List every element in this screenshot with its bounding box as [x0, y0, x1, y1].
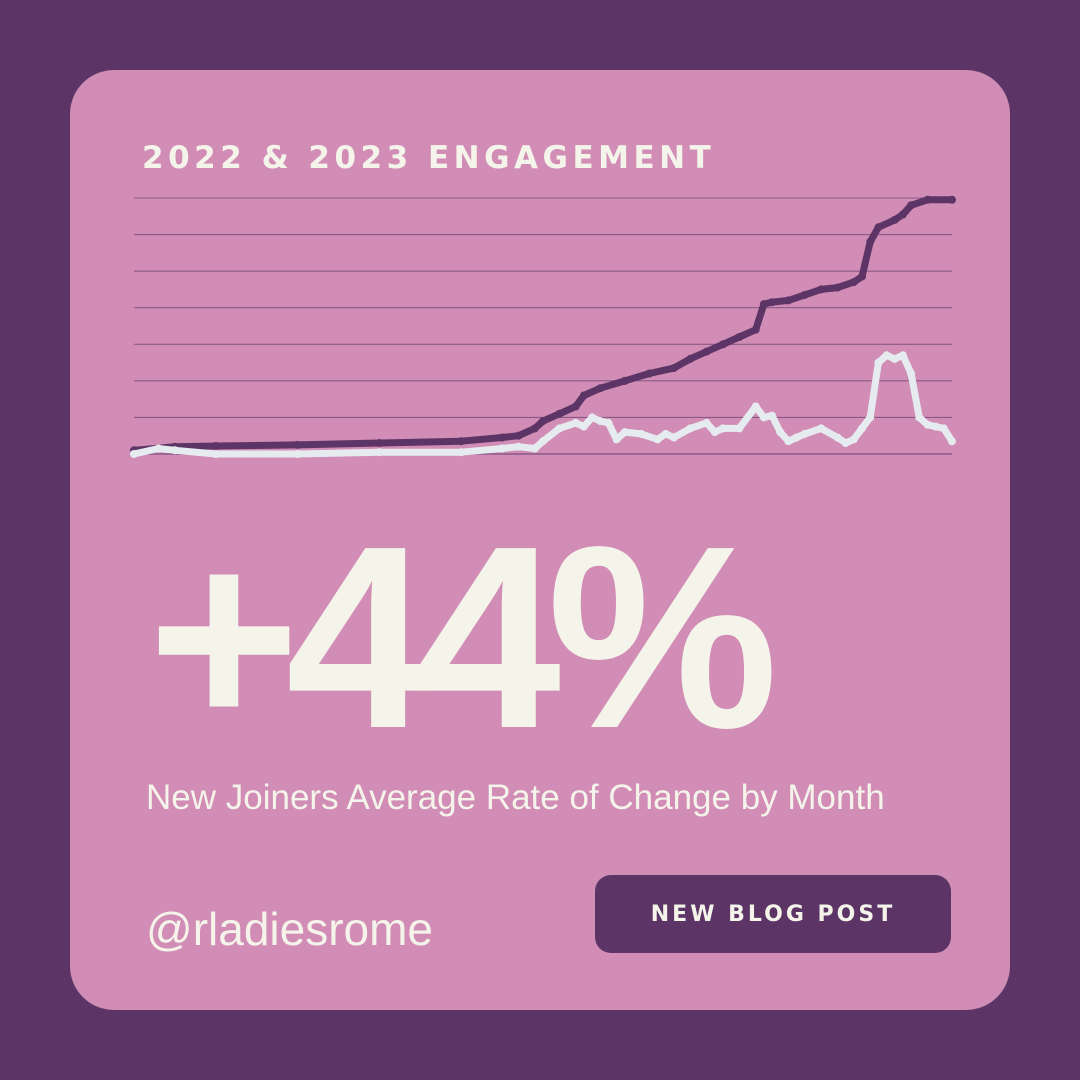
- series-1-point: [768, 298, 776, 307]
- series-2-point: [596, 417, 605, 426]
- series-2-point: [130, 450, 138, 458]
- series-2-point: [866, 413, 875, 422]
- series-1-point: [874, 223, 883, 232]
- stat-description: New Joiners Average Rate of Change by Mo…: [146, 778, 885, 817]
- series-1-point: [784, 296, 793, 305]
- series-1-point: [620, 376, 629, 385]
- series-2-point: [923, 420, 932, 429]
- series-1-point: [596, 384, 605, 393]
- chart-gridlines: [134, 197, 952, 455]
- series-1-point: [669, 364, 678, 373]
- series-1-point: [498, 433, 507, 442]
- series-1-point: [858, 272, 866, 281]
- series-1-point: [530, 424, 539, 433]
- chart-title: 2022 & 2023 ENGAGEMENT: [142, 140, 716, 176]
- series-1-point: [817, 285, 826, 294]
- series-2-point: [800, 429, 809, 438]
- series-2-point: [653, 435, 662, 444]
- series-2-point: [154, 444, 163, 453]
- series-2-point: [719, 424, 727, 433]
- series-2-point: [170, 446, 179, 455]
- series-2-point: [907, 369, 916, 378]
- series-2-point: [890, 354, 899, 363]
- series-2-point: [841, 439, 850, 447]
- series-2-point: [948, 437, 956, 446]
- series-1-point: [555, 409, 564, 418]
- series-2-point: [604, 418, 613, 427]
- social-handle: @rladiesrome: [146, 903, 434, 955]
- series-2-point: [784, 437, 793, 446]
- series-2-point: [457, 448, 466, 457]
- series-1-point: [849, 278, 858, 287]
- series-2-point: [530, 444, 539, 453]
- series-2-point: [751, 402, 760, 411]
- series-2-point: [939, 424, 948, 433]
- series-1-point: [948, 195, 956, 204]
- series-1-point: [293, 440, 302, 449]
- new-blog-post-label: NEW BLOG POST: [650, 901, 896, 927]
- series-1-point: [890, 215, 899, 224]
- chart-series: [130, 195, 956, 458]
- series-1-point: [719, 340, 727, 349]
- series-2-point: [768, 411, 776, 420]
- series-2-point: [375, 448, 384, 457]
- series-2-point: [915, 413, 924, 422]
- series-2-point: [931, 422, 940, 431]
- series-2-point: [571, 418, 580, 427]
- series-1-point: [579, 391, 588, 400]
- series-1-point: [751, 325, 760, 334]
- series-2-point: [776, 428, 785, 437]
- series-1-point: [759, 300, 768, 309]
- series-1-point: [923, 195, 932, 204]
- series-1-point: [833, 283, 842, 292]
- headline-stat: +44%: [148, 493, 778, 783]
- series-1-point: [702, 347, 711, 356]
- series-2-point: [539, 437, 547, 446]
- series-2-point: [514, 442, 523, 451]
- series-2-point: [211, 450, 220, 458]
- series-1-point: [457, 437, 466, 446]
- series-2-point: [882, 351, 891, 360]
- series-2-point: [637, 429, 646, 438]
- series-2-point: [759, 413, 768, 422]
- series-2-point: [555, 424, 564, 433]
- series-1-point: [645, 369, 654, 378]
- series-line-1: [130, 196, 956, 454]
- new-blog-post-button[interactable]: NEW BLOG POST: [595, 875, 951, 953]
- series-2-point: [588, 413, 597, 422]
- series-1-point: [514, 431, 523, 440]
- series-2-point: [849, 435, 858, 444]
- series-1-point: [866, 237, 875, 246]
- series-1-point: [686, 354, 695, 363]
- series-2-point: [702, 418, 711, 427]
- series-2-point: [833, 433, 842, 442]
- series-2-point: [735, 424, 744, 433]
- series-2-point: [579, 422, 588, 431]
- series-2-point: [620, 428, 629, 437]
- series-2-point: [792, 433, 801, 442]
- series-2-point: [498, 444, 507, 453]
- series-1-point: [375, 439, 384, 447]
- series-1-point: [539, 417, 547, 426]
- series-1-point: [907, 201, 916, 210]
- series-1-point: [211, 442, 220, 450]
- series-1-point: [571, 402, 580, 411]
- series-2-point: [817, 424, 826, 433]
- series-2-point: [661, 429, 670, 438]
- series-2-point: [293, 450, 302, 458]
- card: 2022 & 2023 ENGAGEMENT +44% New Joiners …: [70, 70, 1010, 1010]
- series-2-point: [710, 428, 719, 437]
- series-1-point: [800, 290, 809, 299]
- engagement-chart: [130, 195, 956, 458]
- series-2-point: [898, 351, 907, 360]
- series-2-point: [612, 435, 621, 444]
- series-1-point: [898, 210, 907, 219]
- series-2-point: [874, 358, 883, 367]
- series-1-point: [735, 333, 744, 341]
- series-2-point: [686, 424, 695, 433]
- series-2-point: [669, 433, 678, 442]
- series-2-point: [858, 424, 866, 433]
